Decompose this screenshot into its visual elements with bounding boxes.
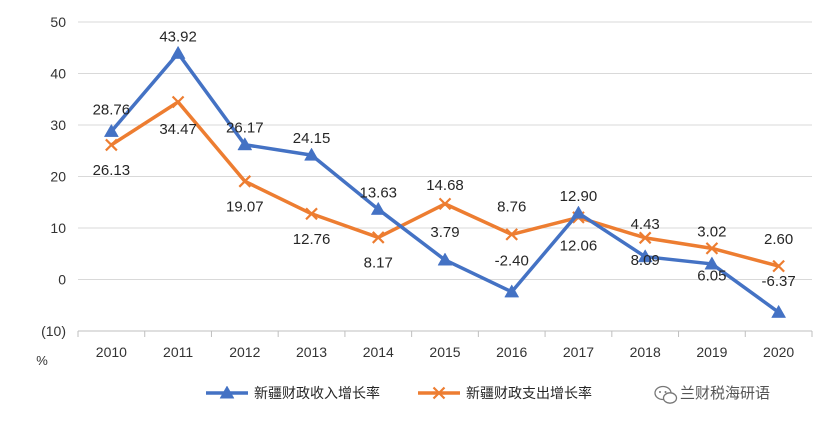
data-label: 2.60 [764, 231, 793, 248]
data-label: 12.06 [560, 237, 598, 254]
y-tick-label: 10 [50, 220, 66, 236]
x-tick-label: 2012 [229, 344, 260, 360]
data-point [771, 304, 787, 318]
data-labels: 28.76 43.92 26.17 24.15 13.63 3.79 -2.40 12.90 4… [93, 28, 796, 290]
data-point [305, 207, 318, 221]
y-tick-label: 50 [50, 14, 66, 30]
data-point [237, 137, 253, 151]
data-point [571, 205, 586, 219]
y-axis: 50 40 30 20 10 0 (10) [41, 14, 66, 339]
x-tick-label: 2014 [363, 344, 394, 360]
x-tick-label: 2020 [763, 344, 794, 360]
y-tick-label: (10) [41, 323, 66, 339]
x-tick-label: 2015 [429, 344, 460, 360]
data-point [170, 45, 186, 59]
data-label: 3.79 [430, 224, 459, 241]
data-label: 8.76 [497, 198, 526, 215]
data-label: 26.17 [226, 120, 264, 137]
y-axis-unit: % [36, 353, 48, 368]
x-tick-label: 2011 [163, 344, 193, 360]
x-tick-label: 2018 [630, 344, 661, 360]
data-label: 12.76 [293, 231, 331, 248]
series-group [103, 45, 787, 318]
x-tick-label: 2016 [496, 344, 527, 360]
data-label: -2.40 [495, 252, 529, 269]
legend-marker [432, 386, 446, 400]
data-label: 6.05 [697, 267, 726, 284]
data-point [304, 147, 319, 161]
legend-item-0: 新疆财政收入增长率 [206, 385, 380, 402]
data-label: 34.47 [159, 121, 197, 138]
y-tick-label: 30 [50, 117, 66, 133]
data-point [438, 197, 452, 211]
legend-label: 新疆财政支出增长率 [466, 385, 592, 402]
wechat-icon [654, 385, 678, 404]
data-point [637, 249, 653, 263]
legend-marker [219, 385, 235, 399]
x-tick-label: 2013 [296, 344, 327, 360]
data-label: 12.90 [560, 188, 598, 205]
data-label: 8.17 [364, 254, 393, 271]
data-point [704, 256, 720, 270]
data-point [705, 242, 719, 255]
y-tick-label: 0 [58, 272, 66, 288]
data-point [772, 259, 785, 273]
data-label: 26.13 [93, 162, 131, 179]
legend-label: 新疆财政收入增长率 [254, 385, 380, 402]
data-point [105, 138, 118, 152]
data-point [370, 201, 386, 215]
y-tick-label: 40 [50, 66, 66, 82]
data-point [437, 252, 453, 266]
legend: 新疆财政收入增长率 新疆财政支出增长率 [206, 385, 592, 402]
data-label: 14.68 [426, 177, 464, 194]
data-label: 24.15 [293, 130, 331, 147]
data-label: -6.37 [762, 273, 796, 290]
watermark-text: 兰财税海研语 [680, 384, 770, 402]
x-tick-label: 2017 [563, 344, 594, 360]
data-point [238, 175, 252, 188]
data-label: 28.76 [93, 101, 131, 118]
series-0 [103, 45, 787, 318]
data-point [103, 123, 119, 137]
data-point [638, 231, 652, 245]
y-tick-label: 20 [50, 169, 66, 185]
watermark: 兰财税海研语 [654, 384, 770, 404]
data-label: 19.07 [226, 198, 264, 215]
data-label: 13.63 [359, 184, 397, 201]
legend-item-1: 新疆财政支出增长率 [418, 385, 592, 402]
data-point [171, 95, 185, 109]
data-point [371, 231, 385, 244]
data-label: 43.92 [159, 28, 197, 45]
x-axis: 2010 2011 2012 2013 2014 2015 2016 2017 2018 2019… [77, 330, 813, 360]
data-point [505, 228, 519, 241]
data-point [504, 284, 520, 298]
x-tick-label: 2010 [96, 344, 127, 360]
data-label: 3.02 [697, 223, 726, 240]
x-tick-label: 2019 [696, 344, 727, 360]
data-label: 8.09 [631, 252, 660, 269]
data-label: 4.43 [631, 216, 660, 233]
